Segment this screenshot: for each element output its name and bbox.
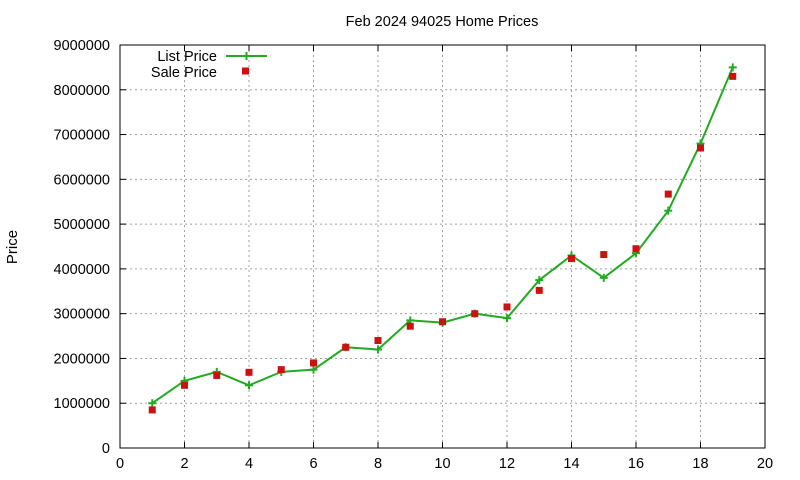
x-tick-label: 20 [757,456,773,472]
x-tick-label: 10 [434,456,450,472]
sale-price-point [471,310,479,318]
sale-price-point [148,406,156,414]
y-tick-label: 9000000 [54,38,110,54]
sale-price-point [568,255,575,263]
list-price-point [535,276,544,285]
sale-price-point [277,366,285,374]
y-tick-label: 2000000 [54,351,110,367]
list-price-point [148,399,157,408]
legend-plus [242,52,251,60]
y-tick-label: 5000000 [54,217,110,233]
sale-price-point [342,343,350,351]
x-tick-label: 0 [116,456,124,472]
x-tick-label: 4 [245,456,253,472]
sale-price-point [439,318,446,326]
sale-price-point [503,303,511,311]
list-price-point [728,63,737,72]
sale-price-point [181,381,188,389]
x-tick-label: 16 [628,456,644,472]
y-tick-label: 1000000 [54,396,110,412]
y-tick-label: 0 [102,441,110,457]
x-tick-label: 2 [180,456,188,472]
y-tick-label: 3000000 [54,307,110,323]
legend-marker-list-price [242,52,251,60]
y-tick-label: 4000000 [54,262,110,278]
legend-label-sale-price: Sale Price [151,65,217,81]
series-sale-price [148,72,737,414]
x-tick-label: 14 [563,456,579,472]
sale-price-point [406,322,414,330]
sale-price-point [697,144,704,152]
sale-price-point [374,337,382,345]
sale-price-point [310,359,317,367]
sale-price-point [729,72,737,80]
list-price-point [664,206,673,215]
legend-label-list-price: List Price [157,49,217,65]
sale-price-point [664,190,672,198]
legend-marker-sale-price [242,67,249,75]
sale-price-point [245,368,253,376]
x-tick-label: 12 [499,456,515,472]
y-axis-label: Price [4,230,21,264]
sale-price-point [600,251,608,259]
x-tick-label: 18 [692,456,708,472]
plot-border [119,44,766,449]
list-price-point [309,365,318,374]
chart-title: Feb 2024 94025 Home Prices [346,14,539,30]
data-series [148,63,737,414]
y-tick-label: 6000000 [54,172,110,188]
y-tick-label: 8000000 [54,83,110,99]
list-price-point [503,314,511,323]
sale-price-point [535,286,543,294]
y-tick-label: 7000000 [54,128,110,144]
list-price-point [374,345,382,354]
legend: List Price Sale Price [151,49,267,81]
grid-lines [120,45,765,448]
sale-price-point [632,245,640,253]
list-price-point [599,273,608,282]
x-tick-label: 8 [374,456,382,472]
list-price-point [245,381,253,390]
sale-price-point [213,371,221,379]
axis-tick-labels: 0 2 4 6 8 10 12 14 16 18 20 0 1000000 2000000 3000000 4… [54,38,774,472]
x-tick-label: 6 [309,456,317,472]
